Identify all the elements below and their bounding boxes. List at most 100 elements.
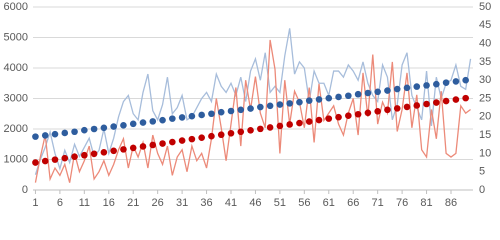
y-tick-label: 6000: [4, 1, 28, 13]
trend-dot: [433, 80, 440, 88]
trend-dot: [227, 129, 235, 137]
trend-dot: [149, 141, 157, 149]
y2-tick-label: 15: [479, 129, 491, 141]
trend-dot: [61, 129, 69, 137]
trend-dot: [51, 130, 59, 138]
trend-dot: [462, 94, 469, 102]
trend-dot: [335, 93, 342, 101]
series-line: [34, 28, 472, 175]
x-tick-label: 46: [249, 197, 261, 209]
trend-dot: [384, 87, 391, 94]
x-tick-label: 51: [274, 197, 286, 209]
trend-dot: [120, 122, 127, 129]
trend-dot: [110, 147, 117, 155]
trend-dot: [100, 124, 108, 132]
trend-dot: [325, 94, 333, 102]
y2-tick-label: 30: [479, 74, 491, 86]
trend-dot: [403, 84, 411, 92]
y-tick-label: 4000: [4, 62, 28, 74]
trend-dot: [433, 99, 440, 106]
trend-dot: [41, 157, 49, 165]
trend-dot: [354, 110, 362, 118]
x-tick-label: 6: [57, 197, 63, 209]
y2-tick-label: 50: [479, 1, 491, 13]
x-tick-label: 11: [79, 197, 90, 209]
x-tick-label: 31: [176, 197, 188, 209]
y2-tick-label: 35: [479, 56, 491, 68]
trend-dot: [100, 149, 108, 156]
trend-dot: [442, 79, 450, 86]
y-tick-label: 3000: [4, 92, 28, 104]
trend-dot: [178, 137, 186, 144]
trend-dot: [384, 106, 391, 114]
trend-dot: [129, 144, 137, 152]
x-tick-label: 1: [32, 197, 38, 209]
trend-dot: [413, 83, 421, 90]
trend-dot: [81, 126, 88, 134]
trend-dot: [403, 103, 411, 111]
trend-dot: [120, 146, 127, 153]
trend-dot: [32, 133, 39, 140]
series-line: [34, 39, 471, 183]
x-tick-label: 86: [445, 197, 457, 209]
trend-dot: [364, 89, 372, 97]
trend-dot: [90, 150, 98, 158]
trend-dot: [217, 108, 225, 116]
x-tick-label: 21: [127, 197, 139, 209]
trend-dot: [266, 124, 274, 131]
trend-dot: [149, 118, 157, 125]
trend-dot: [266, 102, 274, 110]
y2-tick-label: 0: [479, 184, 485, 196]
trend-dot: [374, 88, 381, 96]
x-tick-label: 76: [396, 197, 408, 209]
y-tick-label: 5000: [4, 31, 28, 43]
trend-dot: [423, 100, 430, 108]
trend-dot: [188, 135, 196, 143]
trend-dot: [296, 119, 303, 127]
trend-dot: [286, 100, 293, 107]
trend-dot: [393, 85, 401, 93]
trend-dot: [90, 125, 98, 133]
trend-dot: [423, 82, 430, 89]
x-tick-label: 36: [200, 197, 212, 209]
trend-dot: [217, 131, 225, 139]
trend-dot: [335, 113, 342, 121]
y2-tick-label: 25: [479, 92, 491, 104]
trend-dot: [286, 121, 293, 128]
trend-dot: [81, 151, 88, 159]
y2-tick-label: 20: [479, 111, 491, 123]
trend-dot: [452, 78, 460, 85]
trend-dot: [129, 120, 137, 128]
trend-dot: [247, 105, 254, 112]
trend-dot: [276, 101, 284, 108]
x-tick-label: 71: [372, 197, 384, 209]
trend-dot: [208, 110, 215, 118]
y2-tick-label: 10: [479, 147, 491, 159]
trend-dot: [71, 128, 78, 136]
trend-dot: [374, 108, 381, 115]
trend-dot: [345, 112, 352, 120]
trend-dot: [442, 97, 450, 105]
x-tick-label: 41: [225, 197, 237, 209]
trend-dot: [237, 128, 245, 136]
trend-dot: [296, 98, 303, 106]
trend-dot: [198, 134, 205, 141]
trend-dot: [237, 106, 245, 114]
trend-dot: [354, 90, 362, 98]
trend-dot: [159, 140, 166, 147]
trend-dot: [345, 92, 352, 100]
chart: 0 1000 2000 3000 4000 5000 6000 0 5 10 15 20 25 30 35 4…: [4, 1, 492, 209]
trend-dot: [305, 97, 313, 104]
trend-dot: [393, 105, 401, 112]
trend-dot: [61, 154, 69, 162]
trend-dot: [32, 159, 39, 166]
trend-dot: [178, 114, 186, 121]
trend-dot: [227, 107, 235, 115]
y-tick-label: 0: [22, 184, 28, 196]
trend-dot: [462, 76, 469, 84]
trend-dot: [257, 125, 264, 133]
x-tick-label: 66: [347, 197, 359, 209]
x-tick-label: 61: [323, 197, 335, 209]
y2-tick-label: 5: [479, 166, 485, 178]
trend-dot: [71, 153, 78, 160]
